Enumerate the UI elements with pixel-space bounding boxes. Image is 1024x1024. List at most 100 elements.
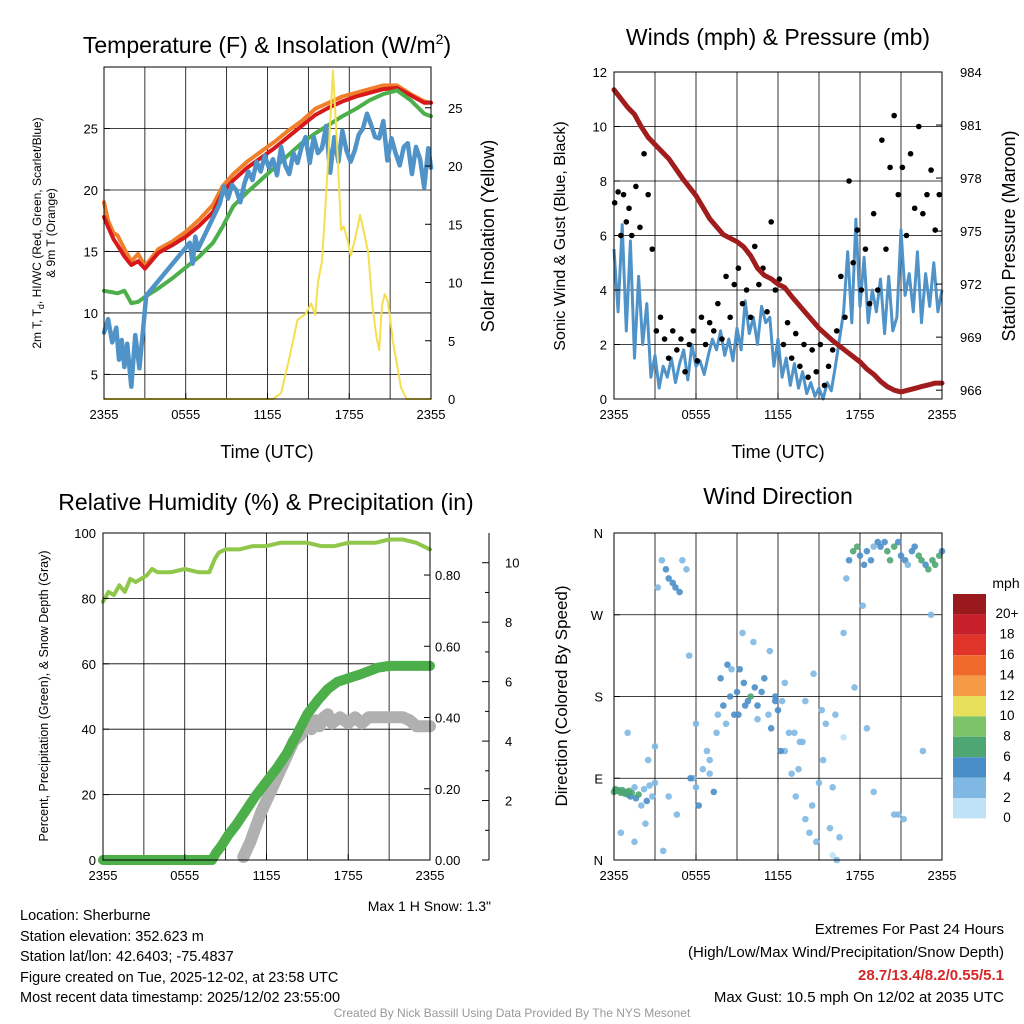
x-tick-label: 1755	[334, 868, 363, 883]
temperature-grid	[103, 67, 432, 399]
gust-point	[780, 341, 787, 348]
y-tick-label: 10	[84, 306, 98, 321]
direction-point	[683, 566, 690, 573]
temperature-ticks: 2355 0555 1155 1755 2355 5 10 15 20 25 0 5 10 15 20 25	[84, 101, 463, 422]
direction-point	[774, 706, 782, 714]
direction-point	[728, 665, 735, 673]
snow-footnote: Max 1 H Snow: 1.3"	[368, 898, 491, 914]
direction-point	[695, 802, 703, 809]
direction-point	[638, 802, 645, 809]
credit-line: Created By Nick Bassill Using Data Provi…	[333, 1006, 691, 1020]
gust-point	[805, 374, 811, 381]
gust-point	[792, 330, 799, 337]
gust-point	[899, 164, 906, 171]
direction-point	[819, 756, 827, 764]
direction-point	[900, 815, 908, 823]
colorbar-label: 6	[1003, 749, 1011, 764]
direction-point	[754, 702, 761, 709]
direction-point	[845, 556, 853, 564]
x-tick-label: 1155	[254, 407, 282, 422]
y2-tick-label: 0	[448, 392, 455, 407]
y-tick-label: 5	[91, 367, 98, 382]
colorbar-label: 16	[999, 647, 1014, 662]
gust-point	[932, 227, 938, 233]
direction-point	[791, 729, 798, 737]
colorbar-swatch	[953, 675, 986, 696]
gust-point	[653, 328, 660, 334]
series-line-snow-depth	[237, 708, 436, 863]
direction-point	[741, 702, 749, 709]
colorbar-swatch	[953, 777, 986, 798]
direction-point	[777, 747, 785, 755]
direction-point	[859, 602, 867, 609]
y-tick-label: 4	[600, 283, 607, 298]
direction-point	[863, 547, 871, 555]
gust-point	[690, 328, 697, 334]
gust-point	[698, 314, 705, 321]
direction-point	[829, 852, 836, 859]
direction-point	[706, 756, 713, 764]
colorbar-swatch	[953, 614, 986, 635]
direction-point	[673, 811, 681, 818]
y2-tick-label: 984	[960, 65, 982, 80]
direction-point	[931, 561, 939, 569]
x-tick-label: 2355	[417, 407, 446, 422]
extremes-subtitle: (High/Low/Max Wind/Precipitation/Snow De…	[688, 944, 1004, 961]
direction-point	[781, 679, 789, 687]
direction-point	[843, 575, 850, 582]
gust-point	[645, 191, 651, 198]
direction-point	[897, 552, 905, 560]
x-tick-label: 2355	[416, 868, 445, 883]
x-tick-label: 2355	[928, 868, 957, 883]
colorbar-label: 20+	[996, 606, 1019, 621]
direction-point	[853, 543, 861, 550]
direction-point	[870, 788, 877, 796]
y2-tick-label: 0.00	[435, 853, 460, 868]
direction-point	[810, 670, 817, 678]
direction-point	[802, 815, 809, 823]
gust-point	[764, 309, 770, 315]
direction-point	[894, 538, 902, 546]
colorbar-label: 2	[1003, 790, 1011, 805]
humidity-ylabel: Percent, Precipitation (Green), & Snow D…	[37, 550, 51, 841]
y2-tick-label: 0.80	[435, 568, 460, 583]
colorbar-title: mph	[992, 575, 1019, 591]
gust-point	[694, 358, 701, 364]
y2-tick-label: 975	[960, 224, 982, 239]
gust-point	[626, 205, 632, 212]
gust-point	[866, 300, 873, 307]
direction-point	[849, 547, 857, 555]
direction-point	[832, 711, 839, 718]
gust-point	[657, 314, 664, 321]
gust-point	[611, 200, 618, 206]
colorbar-swatch	[953, 716, 986, 737]
gust-point	[846, 178, 852, 184]
direction-point	[631, 784, 638, 791]
direction-point	[795, 765, 802, 773]
gust-point	[825, 363, 832, 370]
gust-point	[669, 328, 676, 334]
direction-point	[713, 729, 720, 737]
direction-grid	[613, 533, 943, 860]
gust-point	[727, 314, 733, 321]
direction-point	[724, 661, 731, 669]
y3-tick-label: 8	[505, 615, 512, 630]
direction-point	[771, 693, 779, 700]
gust-point	[615, 189, 621, 195]
y-tick-label: 2	[600, 338, 607, 353]
direction-panel: Wind Direction 2355 0555 1155 1755 2355NESWN…	[552, 483, 1020, 883]
direction-points	[610, 538, 946, 864]
gust-point	[682, 368, 688, 375]
y2-tick-label: 981	[960, 118, 982, 133]
gust-point	[797, 363, 803, 370]
gust-point	[686, 341, 692, 348]
direction-panel-title: Wind Direction	[703, 483, 853, 509]
gust-point	[895, 191, 902, 198]
direction-point	[692, 784, 700, 791]
gust-point	[858, 287, 865, 293]
gust-point	[756, 281, 762, 288]
gust-point	[936, 191, 943, 198]
direction-point	[699, 765, 707, 773]
y-tick-label: 20	[82, 788, 96, 803]
